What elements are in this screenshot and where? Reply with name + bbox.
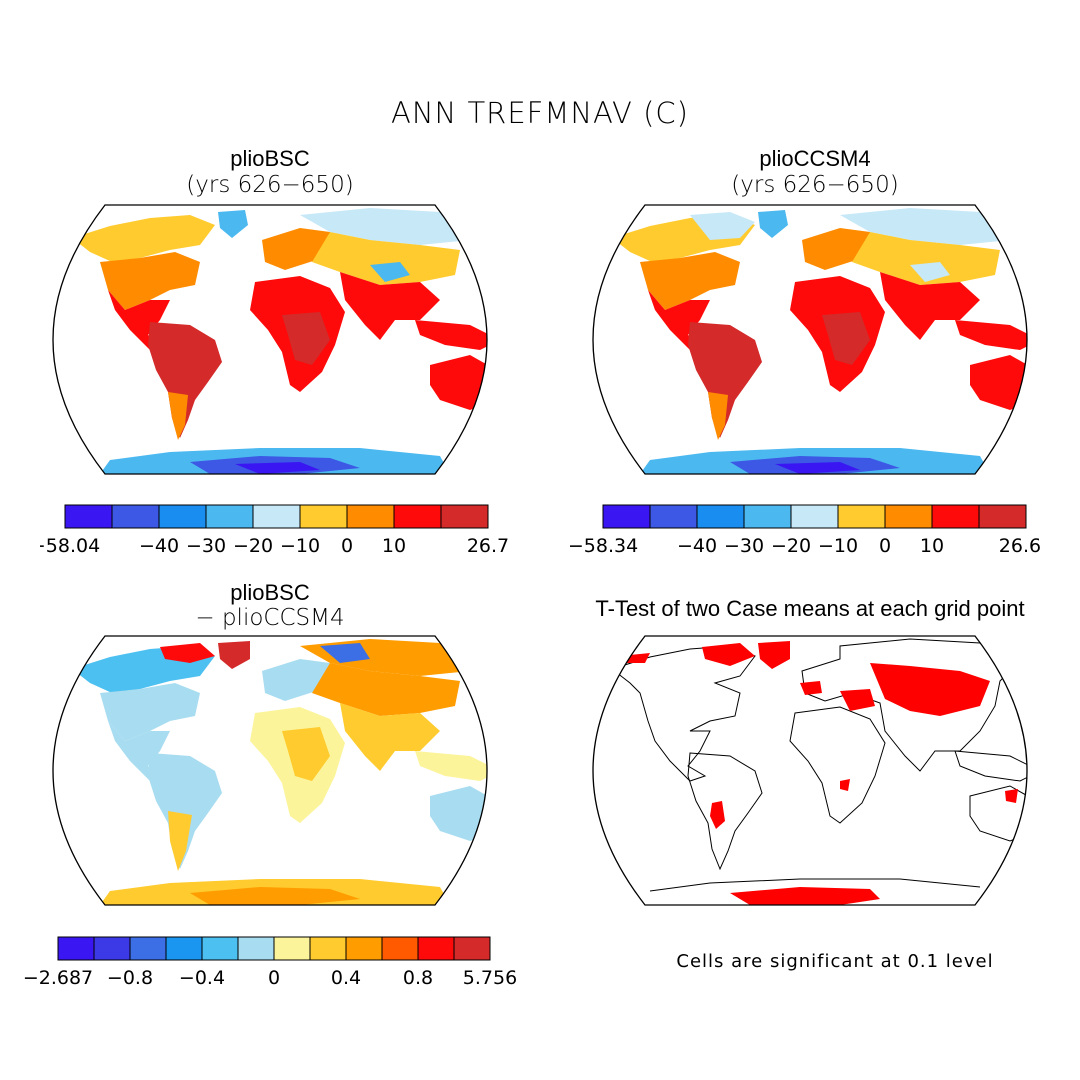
colorbar-tick-label: −40 [139, 535, 179, 557]
colorbar-swatch [602, 504, 651, 529]
colorbar-tick-label: −2.687 [23, 967, 93, 989]
panel-1-subtitle: (yrs 626−650) [186, 172, 354, 198]
colorbar-tick-label: 10 [920, 535, 944, 557]
colorbar-tick-label: 5.756 [463, 967, 517, 989]
figure-title: ANN TREFMNAV (C) [391, 96, 689, 130]
colorbar-swatch [201, 936, 239, 961]
colorbar-swatch [299, 504, 348, 529]
colorbar-tick-label: −10 [818, 535, 858, 557]
north-america-north [72, 215, 215, 262]
colorbar-tick-label: −0.4 [179, 967, 225, 989]
colorbar-tick-label: 26.69 [999, 535, 1040, 557]
colorbar-swatch [346, 504, 395, 529]
north-america-south [108, 290, 170, 350]
colorbar-swatch [158, 504, 207, 529]
colorbar-swatch [252, 504, 301, 529]
asia-mid [312, 232, 460, 285]
colorbar-swatch [93, 936, 131, 961]
colorbar-tick-label: 0.4 [331, 967, 361, 989]
colorbar-tick-label: 10 [382, 535, 406, 557]
greenland [218, 210, 248, 238]
colorbar-swatch [978, 504, 1027, 529]
map-panel-4 [592, 635, 1028, 906]
colorbar-tick-label: −58.34 [570, 535, 638, 557]
map-panel-1 [52, 204, 488, 475]
asia-north [300, 208, 475, 245]
map-panel-3 [52, 635, 488, 906]
colorbar-swatch [453, 936, 491, 961]
panel-3-title: plioBSC [230, 580, 310, 605]
colorbar-tick-label: −20 [771, 535, 811, 557]
panel-2-subtitle: (yrs 626−650) [731, 172, 899, 198]
continents-3 [72, 639, 487, 905]
colorbar-tick-label: −30 [186, 535, 226, 557]
colorbar-swatch [931, 504, 980, 529]
panel-1-title: plioBSC [230, 146, 310, 171]
colorbar-tick-label: 26.7 [467, 535, 509, 557]
asia-south [340, 272, 440, 340]
colorbar-panel-1: −58.04 −40 −30 −20 −10 0 10 26.7 [40, 504, 509, 557]
africa-central [282, 312, 330, 365]
colorbar-swatch [649, 504, 698, 529]
colorbar-swatch [165, 936, 203, 961]
continents-4 [610, 638, 1027, 905]
panel-3-subtitle: − plioCCSM4 [195, 605, 345, 631]
continents-2 [612, 208, 1027, 474]
colorbar-swatch [884, 504, 933, 529]
colorbar-swatch [790, 504, 839, 529]
indonesia [415, 320, 487, 350]
colorbar-tick-label: −58.04 [40, 535, 100, 557]
south-america-tip [168, 392, 188, 440]
significance-note: Cells are significant at 0.1 level [676, 951, 994, 972]
colorbar-swatch [129, 936, 167, 961]
colorbar-swatch [417, 936, 455, 961]
panel-2-title: plioCCSM4 [759, 146, 871, 171]
colorbar-swatch [111, 504, 160, 529]
colorbar-swatch [696, 504, 745, 529]
colorbar-panel-3: −2.687 −0.8 −0.4 0 0.4 0.8 5.756 [23, 936, 517, 989]
colorbar-swatch [64, 504, 113, 529]
colorbar-swatch [309, 936, 347, 961]
colorbar-tick-label: −0.8 [107, 967, 153, 989]
map-panel-2 [592, 204, 1028, 475]
north-america-mid [100, 252, 200, 310]
panel-4-title: T-Test of two Case means at each grid po… [595, 596, 1025, 621]
tibet [370, 262, 410, 282]
continents-1 [72, 208, 487, 474]
antarctica-core [235, 462, 320, 474]
colorbar-swatch [440, 504, 489, 529]
colorbar-swatch [345, 936, 383, 961]
colorbar-tick-label: −20 [233, 535, 273, 557]
colorbar-swatch [393, 504, 442, 529]
colorbar-tick-label: 0 [879, 535, 891, 557]
colorbar-swatch [273, 936, 311, 961]
colorbar-tick-label: −10 [280, 535, 320, 557]
south-america [148, 322, 222, 438]
colorbar-swatch [743, 504, 792, 529]
colorbar-tick-label: 0 [341, 535, 353, 557]
colorbar-swatch [837, 504, 886, 529]
colorbar-swatch [237, 936, 275, 961]
colorbar-tick-label: −30 [724, 535, 764, 557]
colorbar-swatch [57, 936, 95, 961]
colorbar-tick-label: 0 [268, 967, 280, 989]
colorbar-panel-2: −58.34 −40 −30 −20 −10 0 10 26.69 [570, 504, 1040, 557]
colorbar-swatch [205, 504, 254, 529]
colorbar-tick-label: 0.8 [403, 967, 433, 989]
colorbar-tick-label: −40 [677, 535, 717, 557]
colorbar-swatch [381, 936, 419, 961]
